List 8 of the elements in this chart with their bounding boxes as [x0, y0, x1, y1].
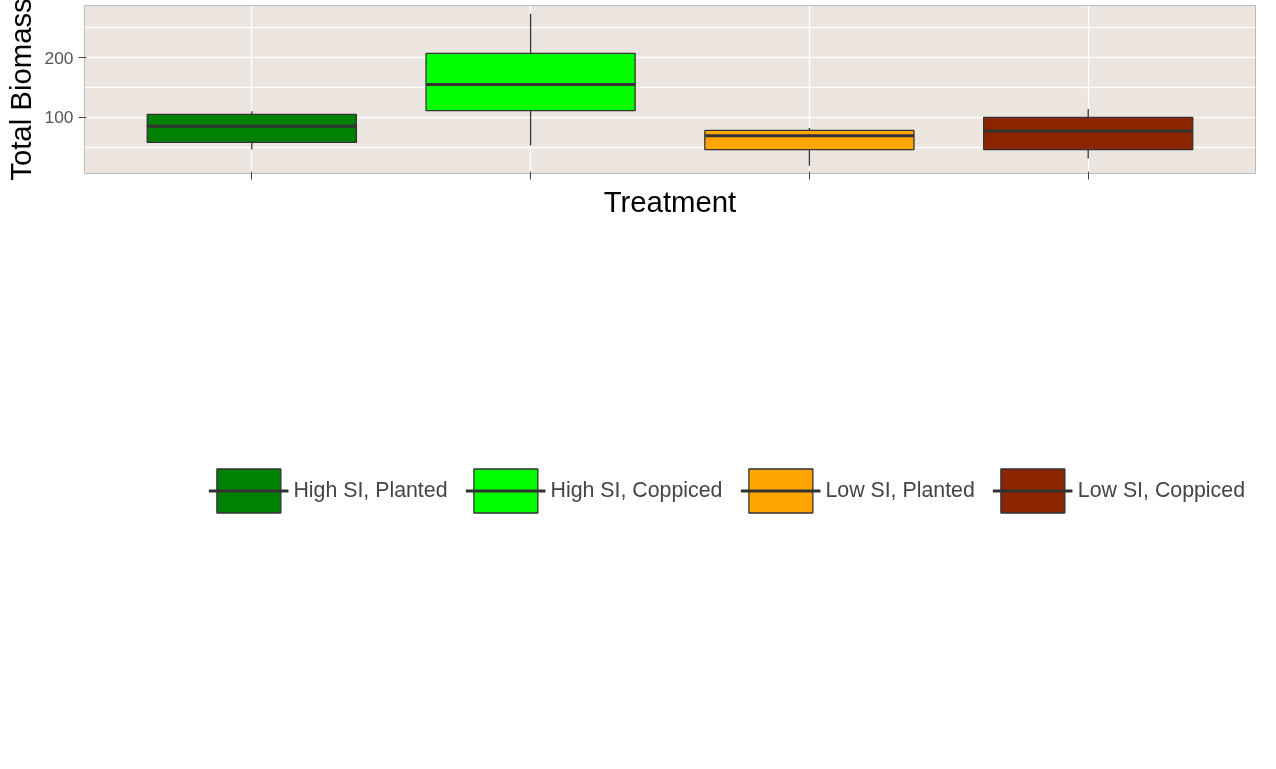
- legend-label: High SI, Planted: [293, 477, 448, 503]
- y-axis-title: Total Biomass: [3, 0, 37, 181]
- x-axis-title: Treatment: [603, 184, 737, 218]
- y-tick-label: 200: [44, 47, 74, 68]
- legend-label: High SI, Coppiced: [550, 477, 723, 503]
- y-tick-label: 100: [44, 107, 74, 128]
- legend-label: Low SI, Planted: [825, 477, 975, 503]
- legend-label: Low SI, Coppiced: [1077, 477, 1245, 503]
